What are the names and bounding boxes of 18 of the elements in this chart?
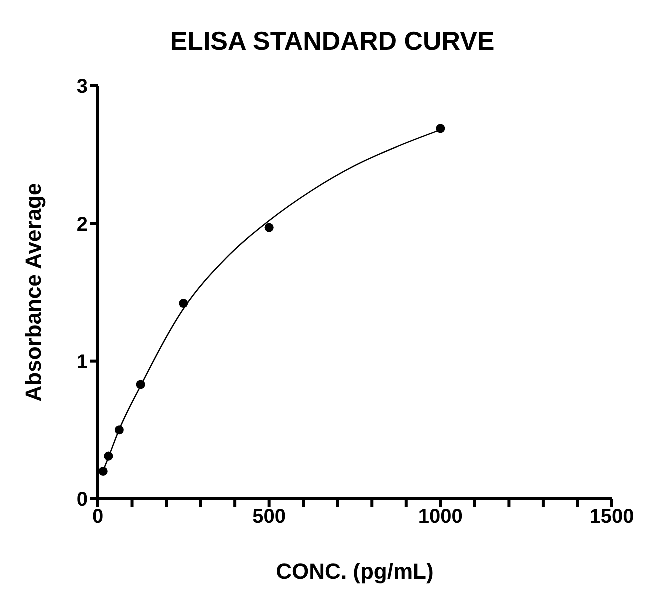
y-axis-title: Absorbance Average [20,183,46,402]
y-tick-label: 2 [76,214,88,236]
point [104,452,114,461]
point [264,223,274,232]
x-tick-label: 1500 [590,506,634,528]
x-tick-label: 0 [92,506,104,528]
x-axis-title: CONC. (pg/mL) [276,559,434,584]
point [136,380,146,390]
y-tick-label: 3 [76,76,88,98]
point [98,466,108,476]
chart-title: ELISA STANDARD CURVE [169,25,496,58]
x-tick-label: 1000 [418,506,463,528]
y-tick-label: 0 [76,489,88,512]
x-tick-label: 500 [252,506,286,528]
point [114,426,124,435]
y-tick-label: 1 [76,351,88,374]
point [179,299,188,308]
point [436,124,446,134]
